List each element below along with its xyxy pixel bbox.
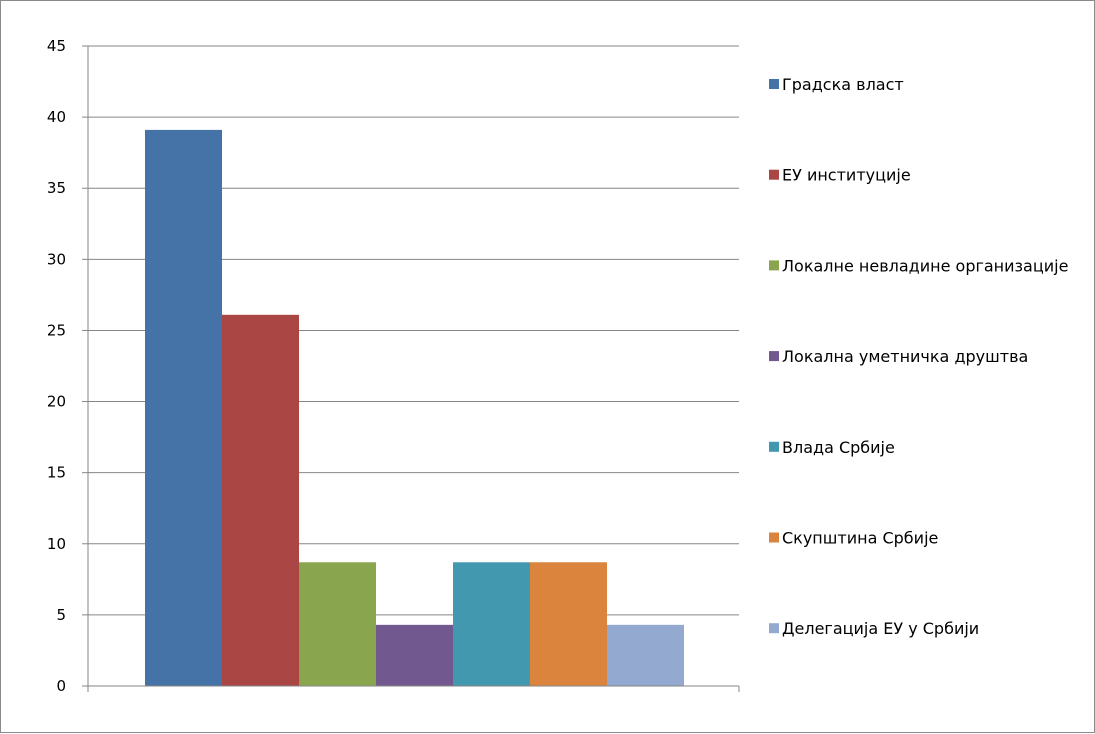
legend-swatch	[769, 260, 779, 271]
legend-item: ЕУ институције	[769, 166, 911, 185]
bar	[376, 624, 453, 686]
legend-swatch	[769, 169, 779, 180]
legend-label: Градска власт	[782, 75, 904, 94]
legend-item: Локална уметничка друштва	[769, 347, 1028, 366]
legend-swatch	[769, 79, 779, 89]
y-tick-label: 40	[47, 108, 66, 126]
legend-item: Влада Србије	[769, 438, 895, 457]
legend-label: Влада Србије	[782, 438, 895, 457]
legend-swatch	[769, 532, 779, 543]
legend-item: Делегација ЕУ у Србији	[769, 619, 979, 638]
y-tick-label: 30	[47, 250, 66, 268]
bar	[607, 624, 684, 686]
y-tick-label: 25	[47, 321, 66, 339]
legend-label: Локалне невладине организације	[782, 256, 1068, 275]
legend-label: Скупштина Србије	[782, 529, 938, 548]
y-tick-label: 10	[47, 535, 66, 553]
axes	[82, 45, 740, 692]
legend-label: Локална уметничка друштва	[782, 347, 1028, 366]
bar	[145, 129, 222, 686]
legend-label: Делегација ЕУ у Србији	[782, 619, 979, 638]
legend-swatch	[769, 623, 779, 634]
y-tick-label: 0	[56, 677, 66, 695]
bar	[530, 562, 607, 686]
bars	[145, 129, 684, 686]
bar	[453, 562, 530, 686]
legend-item: Градска власт	[769, 75, 904, 94]
y-tick-labels: 0 5 10 15 20 25 30 35 40 45	[47, 37, 66, 695]
bar	[299, 562, 376, 686]
legend: Градска власт ЕУ институције Локалне невла…	[769, 75, 1068, 638]
legend-item: Локалне невладине организације	[769, 256, 1068, 275]
y-tick-label: 20	[47, 393, 66, 411]
bar	[222, 314, 299, 686]
legend-swatch	[769, 441, 779, 452]
y-tick-label: 35	[47, 179, 66, 197]
y-tick-label: 45	[47, 37, 66, 55]
legend-label: ЕУ институције	[782, 166, 911, 185]
legend-swatch	[769, 351, 779, 362]
legend-item: Скупштина Србије	[769, 529, 938, 548]
y-tick-label: 15	[47, 464, 66, 482]
y-tick-label: 5	[56, 606, 66, 624]
